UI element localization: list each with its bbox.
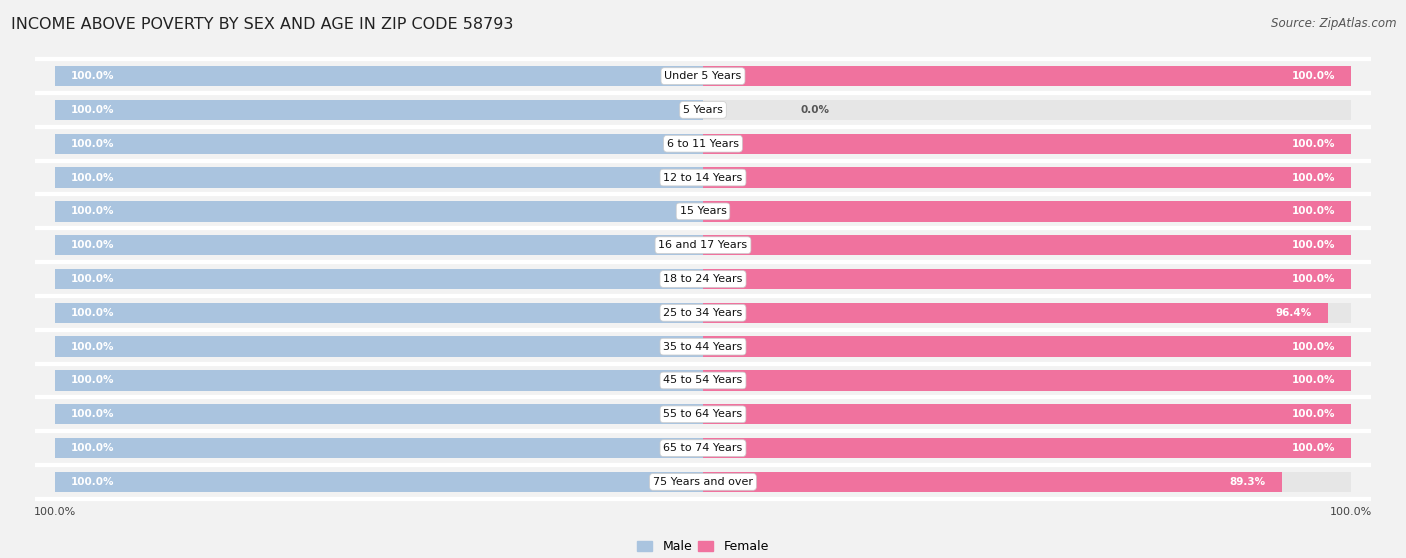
Legend: Male, Female: Male, Female — [633, 536, 773, 558]
Bar — [55, 438, 703, 458]
Bar — [703, 302, 1351, 323]
Bar — [703, 371, 1351, 391]
Bar — [703, 66, 1351, 86]
Bar — [55, 269, 703, 289]
Text: 100.0%: 100.0% — [70, 477, 114, 487]
Bar — [703, 235, 1351, 256]
Bar — [55, 133, 703, 154]
Bar — [55, 66, 703, 86]
Bar — [703, 336, 1351, 357]
Bar — [55, 235, 703, 256]
Text: 100.0%: 100.0% — [1292, 206, 1336, 217]
Bar — [55, 201, 703, 222]
Bar — [55, 404, 703, 425]
Text: 100.0%: 100.0% — [1292, 240, 1336, 250]
Bar — [703, 133, 1351, 154]
Bar — [55, 404, 703, 425]
Text: 100.0%: 100.0% — [70, 274, 114, 284]
Text: 100.0%: 100.0% — [1292, 139, 1336, 149]
Bar — [55, 133, 703, 154]
Bar — [55, 100, 703, 120]
Bar — [703, 201, 1351, 222]
Bar — [55, 371, 703, 391]
Bar — [703, 269, 1351, 289]
Bar — [703, 438, 1351, 458]
Bar — [703, 472, 1282, 492]
Text: 89.3%: 89.3% — [1230, 477, 1265, 487]
Text: 25 to 34 Years: 25 to 34 Years — [664, 308, 742, 318]
Bar — [55, 336, 703, 357]
Text: 100.0%: 100.0% — [70, 206, 114, 217]
Text: 100.0%: 100.0% — [70, 240, 114, 250]
Text: 100.0%: 100.0% — [70, 341, 114, 352]
Text: 75 Years and over: 75 Years and over — [652, 477, 754, 487]
Text: 100.0%: 100.0% — [1292, 274, 1336, 284]
Bar — [55, 336, 703, 357]
Bar — [55, 472, 703, 492]
Bar — [55, 472, 703, 492]
Text: 100.0%: 100.0% — [1292, 71, 1336, 81]
Bar — [703, 438, 1351, 458]
Bar — [55, 269, 703, 289]
Bar — [703, 167, 1351, 187]
Bar — [55, 235, 703, 256]
Text: 55 to 64 Years: 55 to 64 Years — [664, 409, 742, 419]
Bar — [55, 167, 703, 187]
Bar — [703, 66, 1351, 86]
Text: Source: ZipAtlas.com: Source: ZipAtlas.com — [1271, 17, 1396, 30]
Text: 35 to 44 Years: 35 to 44 Years — [664, 341, 742, 352]
Text: 100.0%: 100.0% — [1292, 409, 1336, 419]
Bar — [55, 100, 703, 120]
Text: 5 Years: 5 Years — [683, 105, 723, 115]
Bar — [703, 302, 1329, 323]
Text: 100.0%: 100.0% — [70, 71, 114, 81]
Bar — [703, 133, 1351, 154]
Bar — [55, 302, 703, 323]
Bar — [703, 167, 1351, 187]
Text: 100.0%: 100.0% — [1292, 341, 1336, 352]
Bar — [55, 371, 703, 391]
Text: 100.0%: 100.0% — [70, 105, 114, 115]
Text: 16 and 17 Years: 16 and 17 Years — [658, 240, 748, 250]
Text: 100.0%: 100.0% — [70, 409, 114, 419]
Bar — [703, 336, 1351, 357]
Text: 100.0%: 100.0% — [1292, 376, 1336, 386]
Bar — [703, 404, 1351, 425]
Text: 100.0%: 100.0% — [70, 139, 114, 149]
Bar — [55, 438, 703, 458]
Bar — [703, 201, 1351, 222]
Text: 100.0%: 100.0% — [70, 443, 114, 453]
Bar — [703, 269, 1351, 289]
Text: 6 to 11 Years: 6 to 11 Years — [666, 139, 740, 149]
Text: Under 5 Years: Under 5 Years — [665, 71, 741, 81]
Text: 12 to 14 Years: 12 to 14 Years — [664, 172, 742, 182]
Text: INCOME ABOVE POVERTY BY SEX AND AGE IN ZIP CODE 58793: INCOME ABOVE POVERTY BY SEX AND AGE IN Z… — [11, 17, 513, 32]
Text: 100.0%: 100.0% — [1292, 172, 1336, 182]
Bar — [703, 371, 1351, 391]
Text: 100.0%: 100.0% — [70, 172, 114, 182]
Bar — [55, 66, 703, 86]
Bar — [703, 404, 1351, 425]
Bar — [703, 235, 1351, 256]
Text: 0.0%: 0.0% — [800, 105, 830, 115]
Text: 100.0%: 100.0% — [70, 376, 114, 386]
Text: 100.0%: 100.0% — [70, 308, 114, 318]
Text: 100.0%: 100.0% — [1292, 443, 1336, 453]
Text: 18 to 24 Years: 18 to 24 Years — [664, 274, 742, 284]
Bar — [55, 302, 703, 323]
Text: 15 Years: 15 Years — [679, 206, 727, 217]
Bar — [703, 472, 1351, 492]
Text: 45 to 54 Years: 45 to 54 Years — [664, 376, 742, 386]
Bar — [55, 201, 703, 222]
Bar — [55, 167, 703, 187]
Text: 96.4%: 96.4% — [1275, 308, 1312, 318]
Bar — [703, 100, 1351, 120]
Text: 65 to 74 Years: 65 to 74 Years — [664, 443, 742, 453]
